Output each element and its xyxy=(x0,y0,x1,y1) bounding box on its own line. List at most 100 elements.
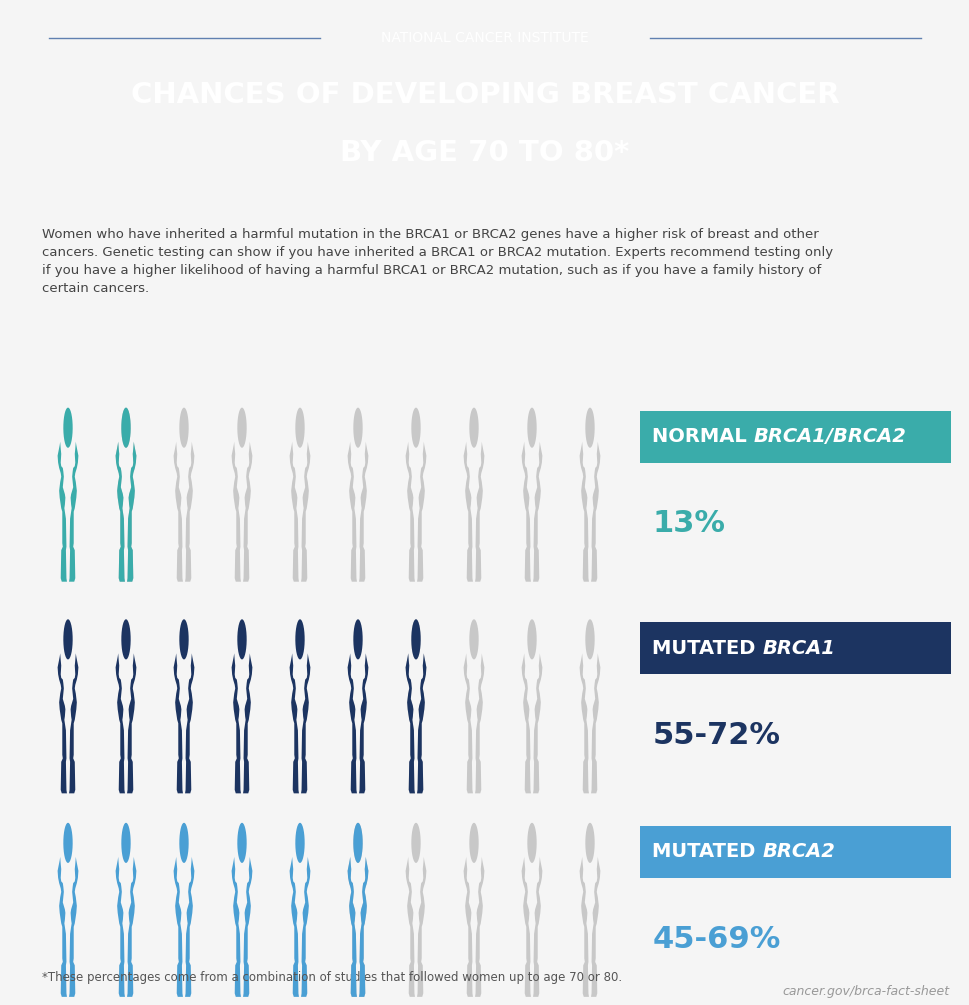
Polygon shape xyxy=(353,823,362,863)
Polygon shape xyxy=(587,648,592,653)
Polygon shape xyxy=(179,823,189,863)
Polygon shape xyxy=(353,823,362,863)
Bar xyxy=(95,402,113,587)
Polygon shape xyxy=(179,619,189,659)
Polygon shape xyxy=(405,653,426,793)
FancyBboxPatch shape xyxy=(640,826,950,877)
Polygon shape xyxy=(347,441,368,582)
Polygon shape xyxy=(405,441,426,582)
Polygon shape xyxy=(469,823,478,863)
Polygon shape xyxy=(115,441,137,582)
Polygon shape xyxy=(232,653,252,793)
Text: 45-69%: 45-69% xyxy=(651,925,780,954)
Polygon shape xyxy=(471,648,476,653)
Polygon shape xyxy=(179,408,189,447)
Polygon shape xyxy=(239,436,244,441)
Polygon shape xyxy=(297,436,302,441)
Polygon shape xyxy=(115,653,137,793)
Polygon shape xyxy=(181,648,186,653)
Polygon shape xyxy=(347,653,368,793)
Polygon shape xyxy=(463,653,484,793)
Polygon shape xyxy=(471,436,476,441)
Polygon shape xyxy=(529,436,534,441)
Polygon shape xyxy=(232,857,252,997)
Bar xyxy=(385,613,403,798)
Text: BRCA2: BRCA2 xyxy=(762,842,834,861)
Polygon shape xyxy=(527,823,536,863)
Polygon shape xyxy=(353,619,362,659)
Polygon shape xyxy=(295,619,304,659)
Polygon shape xyxy=(239,851,244,857)
Polygon shape xyxy=(290,857,310,997)
Text: if you have a higher likelihood of having a harmful BRCA1 or BRCA2 mutation, suc: if you have a higher likelihood of havin… xyxy=(42,263,821,276)
Polygon shape xyxy=(295,408,304,447)
Polygon shape xyxy=(579,857,600,997)
Polygon shape xyxy=(471,851,476,857)
Text: 55-72%: 55-72% xyxy=(651,722,779,750)
Polygon shape xyxy=(584,619,594,659)
Polygon shape xyxy=(297,648,302,653)
Polygon shape xyxy=(411,408,421,447)
Text: CHANCES OF DEVELOPING BREAST CANCER: CHANCES OF DEVELOPING BREAST CANCER xyxy=(131,81,838,110)
Text: BY AGE 70 TO 80*: BY AGE 70 TO 80* xyxy=(340,139,629,167)
Polygon shape xyxy=(411,619,421,659)
Text: cancer.gov/brca-fact-sheet: cancer.gov/brca-fact-sheet xyxy=(782,986,949,999)
Polygon shape xyxy=(405,857,426,997)
Text: Women who have inherited a harmful mutation in the BRCA1 or BRCA2 genes have a h: Women who have inherited a harmful mutat… xyxy=(42,227,818,240)
Polygon shape xyxy=(297,851,302,857)
Polygon shape xyxy=(356,851,359,857)
Polygon shape xyxy=(66,648,71,653)
Polygon shape xyxy=(469,619,478,659)
Polygon shape xyxy=(290,441,310,582)
Polygon shape xyxy=(356,851,359,857)
Polygon shape xyxy=(356,648,359,653)
Bar xyxy=(327,817,370,1002)
Polygon shape xyxy=(584,408,594,447)
Polygon shape xyxy=(239,648,244,653)
Polygon shape xyxy=(356,436,359,441)
Polygon shape xyxy=(463,857,484,997)
Polygon shape xyxy=(66,436,71,441)
Text: *These percentages come from a combination of studies that followed women up to : *These percentages come from a combinati… xyxy=(42,971,621,984)
Polygon shape xyxy=(181,436,186,441)
Polygon shape xyxy=(123,436,128,441)
Polygon shape xyxy=(66,851,71,857)
Polygon shape xyxy=(587,851,592,857)
Polygon shape xyxy=(121,408,131,447)
Polygon shape xyxy=(411,823,421,863)
Polygon shape xyxy=(579,653,600,793)
Polygon shape xyxy=(173,653,194,793)
Polygon shape xyxy=(232,441,252,582)
FancyBboxPatch shape xyxy=(640,622,950,674)
Polygon shape xyxy=(521,857,542,997)
Polygon shape xyxy=(63,823,73,863)
Text: certain cancers.: certain cancers. xyxy=(42,281,149,294)
Polygon shape xyxy=(57,441,78,582)
Polygon shape xyxy=(413,851,418,857)
Polygon shape xyxy=(463,441,484,582)
Text: NORMAL: NORMAL xyxy=(651,427,753,446)
Polygon shape xyxy=(173,441,194,582)
Polygon shape xyxy=(115,857,137,997)
Polygon shape xyxy=(469,408,478,447)
Polygon shape xyxy=(237,408,246,447)
Polygon shape xyxy=(121,823,131,863)
Polygon shape xyxy=(579,441,600,582)
Text: cancers. Genetic testing can show if you have inherited a BRCA1 or BRCA2 mutatio: cancers. Genetic testing can show if you… xyxy=(42,245,832,258)
Polygon shape xyxy=(587,436,592,441)
Polygon shape xyxy=(413,648,418,653)
Text: MUTATED: MUTATED xyxy=(651,639,762,658)
Polygon shape xyxy=(121,408,131,447)
Polygon shape xyxy=(115,441,137,582)
Polygon shape xyxy=(63,408,73,447)
Text: 13%: 13% xyxy=(651,510,725,539)
Text: BRCA1/BRCA2: BRCA1/BRCA2 xyxy=(753,427,906,446)
Polygon shape xyxy=(347,857,368,997)
Polygon shape xyxy=(57,653,78,793)
Polygon shape xyxy=(237,619,246,659)
Polygon shape xyxy=(181,851,186,857)
Polygon shape xyxy=(584,823,594,863)
Polygon shape xyxy=(413,648,418,653)
Polygon shape xyxy=(121,619,131,659)
Polygon shape xyxy=(413,436,418,441)
